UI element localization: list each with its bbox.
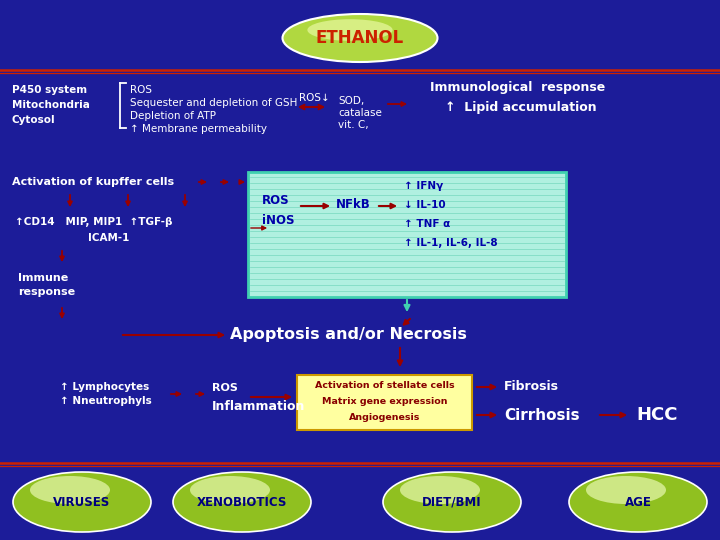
- Text: Activation of kupffer cells: Activation of kupffer cells: [12, 177, 174, 187]
- Ellipse shape: [190, 476, 270, 504]
- Ellipse shape: [307, 19, 392, 41]
- Text: HCC: HCC: [636, 406, 678, 424]
- Text: Mitochondria: Mitochondria: [12, 100, 90, 110]
- Text: Fibrosis: Fibrosis: [504, 381, 559, 394]
- Text: Immunological  response: Immunological response: [430, 82, 606, 94]
- Text: ↑ TNF α: ↑ TNF α: [404, 219, 450, 229]
- Text: Apoptosis and/or Necrosis: Apoptosis and/or Necrosis: [230, 327, 467, 342]
- Text: DIET/BMI: DIET/BMI: [422, 496, 482, 509]
- Text: ETHANOL: ETHANOL: [316, 29, 404, 47]
- Text: iNOS: iNOS: [262, 213, 294, 226]
- Text: ICAM-1: ICAM-1: [88, 233, 130, 243]
- Text: vit. C,: vit. C,: [338, 120, 369, 130]
- Text: NFkB: NFkB: [336, 198, 371, 211]
- FancyBboxPatch shape: [297, 375, 472, 430]
- Text: response: response: [18, 287, 75, 297]
- Text: ↑ IL-1, IL-6, IL-8: ↑ IL-1, IL-6, IL-8: [404, 238, 498, 248]
- Text: ↓ IL-10: ↓ IL-10: [404, 200, 446, 210]
- Text: Cytosol: Cytosol: [12, 115, 55, 125]
- Text: AGE: AGE: [624, 496, 652, 509]
- Text: ROS: ROS: [212, 383, 238, 393]
- FancyBboxPatch shape: [248, 172, 566, 297]
- Text: Angiogenesis: Angiogenesis: [348, 414, 420, 422]
- Text: ROS↓: ROS↓: [299, 93, 330, 103]
- Ellipse shape: [400, 476, 480, 504]
- Text: ↑ IFNγ: ↑ IFNγ: [404, 181, 444, 191]
- Text: ↑CD14   MIP, MIP1  ↑TGF-β: ↑CD14 MIP, MIP1 ↑TGF-β: [15, 217, 173, 227]
- Text: XENOBIOTICS: XENOBIOTICS: [197, 496, 287, 509]
- Text: VIRUSES: VIRUSES: [53, 496, 111, 509]
- Ellipse shape: [30, 476, 110, 504]
- Text: Immune: Immune: [18, 273, 68, 283]
- Text: SOD,: SOD,: [338, 96, 364, 106]
- Ellipse shape: [383, 472, 521, 532]
- Text: Matrix gene expression: Matrix gene expression: [322, 397, 447, 407]
- Ellipse shape: [13, 472, 151, 532]
- Text: Depletion of ATP: Depletion of ATP: [130, 111, 216, 121]
- Text: ROS: ROS: [130, 85, 152, 95]
- Ellipse shape: [569, 472, 707, 532]
- Text: ↑ Nneutrophyls: ↑ Nneutrophyls: [60, 396, 152, 406]
- Text: catalase: catalase: [338, 108, 382, 118]
- Text: ROS: ROS: [262, 193, 289, 206]
- Text: P450 system: P450 system: [12, 85, 87, 95]
- Text: Activation of stellate cells: Activation of stellate cells: [315, 381, 454, 390]
- Ellipse shape: [173, 472, 311, 532]
- Text: ↑ Lymphocytes: ↑ Lymphocytes: [60, 382, 149, 392]
- Text: Cirrhosis: Cirrhosis: [504, 408, 580, 422]
- Text: ↑ Membrane permeability: ↑ Membrane permeability: [130, 124, 267, 134]
- Text: Sequester and depletion of GSH: Sequester and depletion of GSH: [130, 98, 297, 108]
- Ellipse shape: [586, 476, 666, 504]
- Text: Inflammation: Inflammation: [212, 400, 305, 413]
- Ellipse shape: [282, 14, 438, 62]
- Text: ↑  Lipid accumulation: ↑ Lipid accumulation: [445, 100, 597, 113]
